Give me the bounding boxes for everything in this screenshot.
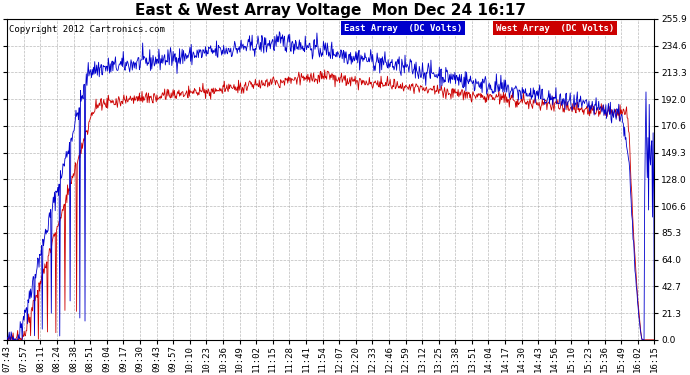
Text: West Array  (DC Volts): West Array (DC Volts) <box>496 24 614 33</box>
Text: East Array  (DC Volts): East Array (DC Volts) <box>344 24 462 33</box>
Title: East & West Array Voltage  Mon Dec 24 16:17: East & West Array Voltage Mon Dec 24 16:… <box>135 3 526 18</box>
Text: Copyright 2012 Cartronics.com: Copyright 2012 Cartronics.com <box>8 26 164 34</box>
